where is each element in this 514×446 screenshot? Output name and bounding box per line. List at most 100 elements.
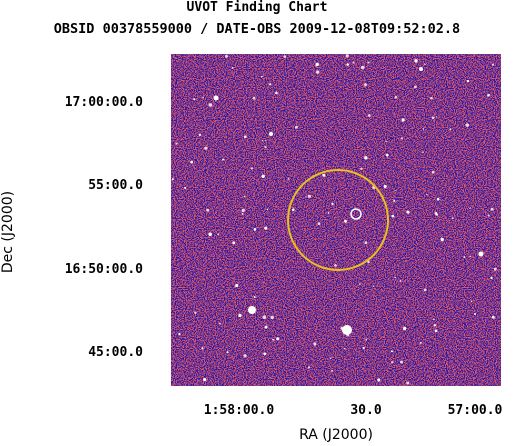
star [275, 91, 278, 95]
star [238, 313, 242, 318]
star [435, 116, 438, 118]
star [206, 208, 210, 212]
star [309, 195, 312, 197]
star [469, 255, 471, 258]
star [433, 324, 437, 327]
sky-image-svg [171, 54, 501, 386]
star [194, 311, 197, 314]
star [344, 219, 347, 223]
star [346, 63, 349, 66]
star [432, 318, 435, 321]
star [422, 151, 424, 153]
y-tick-label: 55:00.0 [88, 178, 143, 193]
star [261, 139, 264, 142]
star [426, 193, 428, 196]
star [252, 96, 256, 100]
star [253, 228, 257, 231]
star [377, 378, 381, 382]
star [327, 212, 330, 214]
y-axis-label: Dec (J2000) [0, 190, 16, 274]
star [263, 352, 267, 356]
star [264, 325, 268, 329]
star [184, 186, 187, 189]
star [436, 197, 440, 201]
star [390, 350, 393, 353]
star [232, 241, 236, 245]
star [359, 283, 361, 285]
star [224, 54, 228, 58]
star [383, 184, 387, 189]
star [287, 178, 290, 180]
star [204, 146, 208, 150]
star [391, 361, 394, 364]
star [331, 369, 333, 372]
star [491, 315, 495, 319]
star [231, 67, 234, 69]
star [307, 366, 311, 369]
star [202, 96, 204, 99]
star [394, 189, 396, 192]
star [317, 222, 321, 226]
star [364, 241, 368, 245]
star [241, 208, 245, 213]
star [272, 338, 275, 341]
star [435, 213, 438, 216]
star [198, 133, 202, 136]
source-circle [350, 208, 362, 220]
star [406, 381, 410, 385]
star [431, 116, 435, 120]
star [243, 195, 246, 198]
star [193, 98, 196, 101]
star [171, 178, 174, 181]
star [322, 173, 326, 177]
star [243, 354, 247, 358]
star [217, 233, 220, 236]
star [449, 128, 452, 131]
star [261, 75, 263, 78]
star [266, 208, 269, 211]
star [235, 283, 239, 288]
star [466, 79, 470, 83]
bright-star [248, 306, 256, 314]
star [203, 378, 207, 382]
star [250, 167, 253, 170]
star [391, 214, 395, 218]
star [469, 207, 471, 209]
star [352, 61, 355, 64]
star [423, 288, 427, 292]
star [367, 114, 371, 117]
star [330, 357, 332, 359]
star [403, 326, 407, 330]
star [490, 207, 494, 211]
x-axis-label: RA (J2000) [299, 427, 373, 443]
chart-title: UVOT Finding Chart [186, 0, 328, 15]
star [401, 118, 405, 122]
star [385, 140, 387, 143]
star [419, 341, 422, 344]
star [262, 315, 267, 319]
star [491, 63, 495, 66]
x-tick-label: 57:00.0 [447, 403, 503, 418]
star [440, 237, 444, 242]
star [424, 63, 426, 65]
star [406, 210, 410, 214]
star [334, 264, 337, 267]
star [422, 128, 425, 130]
star [365, 338, 368, 341]
y-tick-label: 45:00.0 [88, 345, 143, 360]
star [431, 170, 435, 174]
star [241, 213, 244, 215]
star [493, 267, 497, 271]
star [201, 347, 204, 350]
star [364, 83, 367, 87]
star [399, 279, 402, 282]
star-field [171, 54, 497, 385]
star [394, 96, 398, 99]
star [360, 65, 365, 70]
bright-star [213, 95, 219, 101]
star [222, 158, 225, 161]
star [367, 61, 370, 64]
star [294, 125, 298, 129]
star [292, 208, 295, 211]
star [487, 93, 490, 97]
